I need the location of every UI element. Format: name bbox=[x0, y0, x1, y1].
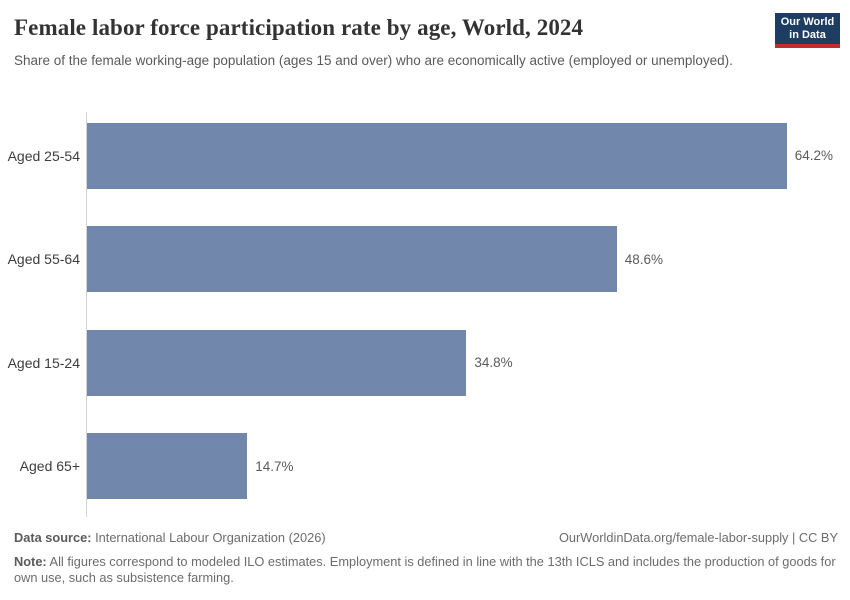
category-label: Aged 65+ bbox=[19, 458, 80, 475]
chart-subtitle: Share of the female working-age populati… bbox=[14, 53, 733, 68]
bar-row: Aged 55-64 48.6% bbox=[0, 208, 850, 312]
bar[interactable] bbox=[87, 433, 248, 500]
note-label: Note: bbox=[14, 553, 47, 569]
bar-track: 34.8% bbox=[87, 329, 850, 396]
bar-track: 64.2% bbox=[87, 122, 850, 189]
bar[interactable] bbox=[87, 122, 787, 189]
owid-logo-line2: in Data bbox=[789, 29, 826, 41]
value-label: 64.2% bbox=[794, 148, 834, 164]
bar[interactable] bbox=[87, 226, 617, 293]
attribution-link[interactable]: OurWorldinData.org/female-labor-supply |… bbox=[558, 530, 838, 545]
category-label: Aged 25-54 bbox=[7, 147, 80, 164]
note-text: All figures correspond to modeled ILO es… bbox=[14, 553, 836, 586]
bar-track: 14.7% bbox=[87, 433, 850, 500]
chart-title: Female labor force participation rate by… bbox=[14, 15, 584, 40]
value-label: 34.8% bbox=[474, 355, 513, 371]
bar[interactable] bbox=[87, 329, 467, 396]
category-label: Aged 15-24 bbox=[7, 354, 80, 371]
data-source-label: Data source: bbox=[14, 530, 92, 545]
bar-track: 48.6% bbox=[87, 226, 850, 293]
owid-logo-line1: Our World bbox=[780, 16, 835, 28]
owid-logo[interactable]: Our World in Data bbox=[775, 13, 840, 48]
category-label: Aged 55-64 bbox=[7, 251, 80, 268]
y-axis-line bbox=[86, 112, 87, 517]
bar-chart-plot-area: Aged 25-54 64.2% Aged 55-64 48.6% Aged 15-24… bbox=[0, 104, 850, 518]
bar-rows-container: Aged 25-54 64.2% Aged 55-64 48.6% Aged 15-24… bbox=[0, 104, 850, 518]
value-label: 48.6% bbox=[624, 251, 664, 267]
data-source-line: Data source: International Labour Organi… bbox=[14, 530, 326, 547]
chart-footer: Data source: International Labour Organi… bbox=[14, 530, 838, 587]
bar-row: Aged 65+ 14.7% bbox=[0, 415, 850, 519]
value-label: 14.7% bbox=[255, 458, 294, 474]
bar-row: Aged 15-24 34.8% bbox=[0, 311, 850, 415]
data-source-value: International Labour Organization (2026) bbox=[91, 530, 326, 545]
bar-row: Aged 25-54 64.2% bbox=[0, 104, 850, 208]
note-line: Note: All figures correspond to modeled … bbox=[14, 554, 838, 587]
